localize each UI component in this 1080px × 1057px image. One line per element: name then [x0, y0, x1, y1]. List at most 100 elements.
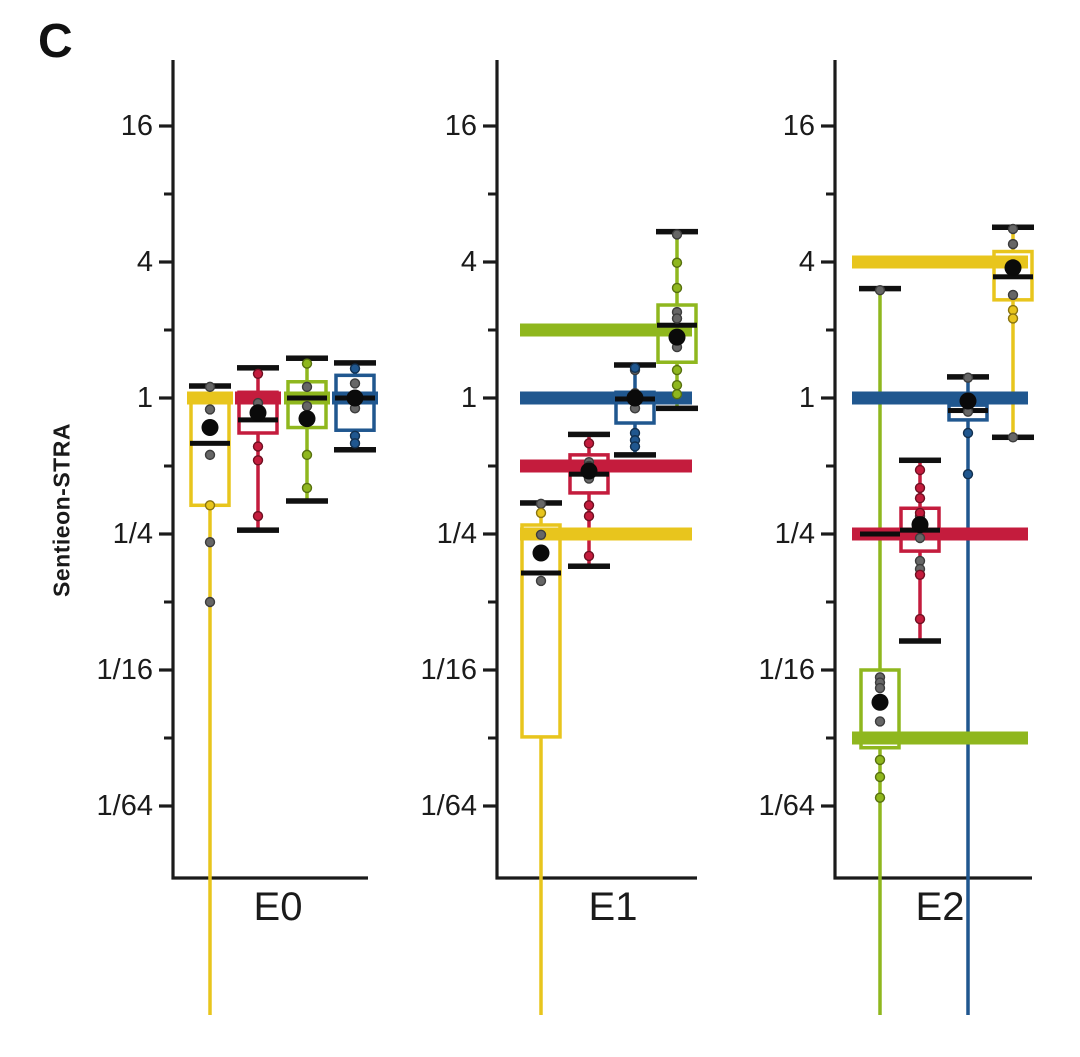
whisker-cap-bottom-blue — [614, 452, 656, 458]
reference-bar-green — [852, 731, 1028, 745]
mean-dot-yellow — [532, 544, 550, 562]
data-point-red — [252, 441, 264, 452]
mean-dot-red — [249, 404, 267, 422]
data-point-gray — [204, 381, 216, 393]
whisker-cap-bottom-green — [286, 498, 328, 504]
y-tick-label: 4 — [461, 246, 477, 278]
data-point-gray — [914, 532, 926, 544]
data-point-red — [914, 493, 926, 504]
data-point-red — [583, 510, 595, 522]
y-tick-label: 16 — [121, 110, 153, 142]
data-point-green — [301, 482, 313, 494]
data-point-gray — [535, 529, 547, 540]
data-point-green — [301, 449, 313, 461]
y-tick-label: 1/4 — [437, 518, 477, 550]
panel-E0: 16 4 1 1/4 1/16 1/64 E0 — [97, 60, 378, 1015]
y-tick-label: 4 — [799, 246, 815, 278]
whisker-cap-top-green — [286, 355, 328, 361]
data-point-green — [671, 379, 683, 391]
data-point-gray — [1007, 223, 1019, 235]
data-point-gray — [1007, 238, 1019, 250]
median-yellow — [190, 440, 230, 446]
data-point-blue — [629, 441, 641, 452]
panel-letter: C — [38, 15, 74, 68]
data-point-gray — [1007, 432, 1019, 443]
data-point-gray — [301, 400, 313, 412]
y-tick-label: 1 — [461, 382, 477, 414]
data-point-blue — [962, 468, 974, 480]
data-point-gray — [349, 378, 361, 389]
y-tick-label: 16 — [783, 110, 815, 142]
mean-dot-blue — [626, 389, 644, 407]
y-axis-label: Sentieon-STRA — [48, 423, 75, 597]
data-point-blue — [629, 362, 641, 374]
data-point-green — [671, 282, 683, 294]
data-point-yellow — [535, 507, 547, 519]
data-point-red — [583, 550, 595, 562]
whisker-cap-top-red — [899, 457, 941, 464]
data-point-gray — [204, 596, 216, 608]
y-tick-label: 1 — [799, 382, 815, 414]
y-tick-label: 16 — [445, 110, 477, 142]
data-point-gray — [671, 313, 683, 324]
whisker-cap-top-red — [237, 365, 279, 371]
mean-dot-red — [911, 516, 929, 534]
data-point-green — [301, 358, 313, 369]
whisker-cap-bottom-red — [568, 563, 610, 569]
x-axis-label-E2: E2 — [916, 885, 965, 929]
mean-dot-green — [871, 693, 889, 711]
data-point-gray — [204, 536, 216, 548]
mean-dot-yellow — [1004, 259, 1022, 277]
data-point-gray — [301, 381, 313, 393]
data-point-gray — [874, 716, 886, 727]
data-point-green — [671, 388, 683, 400]
data-point-red — [914, 507, 926, 519]
mean-dot-green — [298, 410, 316, 428]
whisker-cap-bottom-green — [656, 405, 698, 412]
y-tick-label: 1/64 — [759, 790, 815, 822]
mean-dot-red — [580, 462, 598, 480]
mean-dot-yellow — [201, 419, 219, 437]
reference-bar-red — [520, 459, 692, 473]
reference-bar-blue — [520, 391, 692, 405]
y-tick-label: 1/16 — [97, 654, 153, 686]
data-point-gray — [204, 449, 216, 461]
data-point-red — [914, 569, 926, 580]
data-point-red — [914, 464, 926, 476]
x-axis-label-E1: E1 — [589, 885, 638, 929]
data-point-yellow — [1007, 304, 1019, 316]
data-point-yellow — [1007, 313, 1019, 324]
data-point-red — [252, 368, 264, 379]
data-point-green — [874, 754, 886, 766]
mean-dot-blue — [959, 392, 977, 410]
whisker-cap-bottom-red — [899, 638, 941, 644]
median-yellow — [993, 274, 1033, 280]
data-point-gray — [962, 372, 974, 383]
data-point-green — [874, 792, 886, 803]
y-tick-label: 1/4 — [775, 518, 815, 550]
reference-bar-green — [520, 323, 692, 337]
reference-bar-yellow — [187, 391, 233, 405]
data-point-gray — [874, 285, 886, 296]
mean-dot-blue — [346, 389, 364, 407]
y-tick-label: 4 — [137, 246, 153, 278]
data-point-gray — [1007, 289, 1019, 301]
data-point-red — [583, 438, 595, 449]
reference-bar-red — [852, 527, 1028, 541]
data-point-blue — [962, 427, 974, 439]
mean-dot-green — [668, 328, 686, 346]
data-point-blue — [349, 363, 361, 374]
y-tick-label: 1/64 — [97, 790, 153, 822]
y-tick-label: 1 — [137, 382, 153, 414]
data-point-gray — [535, 575, 547, 587]
data-point-blue — [349, 438, 361, 449]
reference-bar-yellow — [520, 527, 692, 541]
data-point-gray — [671, 229, 683, 240]
data-point-green — [671, 364, 683, 376]
y-tick-label: 1/4 — [113, 518, 153, 550]
median-green — [287, 395, 327, 401]
reference-bar-blue — [852, 391, 1028, 405]
data-point-gray — [874, 682, 886, 694]
panel-E1: 16 4 1 1/4 1/16 1/64 E1 — [421, 60, 698, 1015]
